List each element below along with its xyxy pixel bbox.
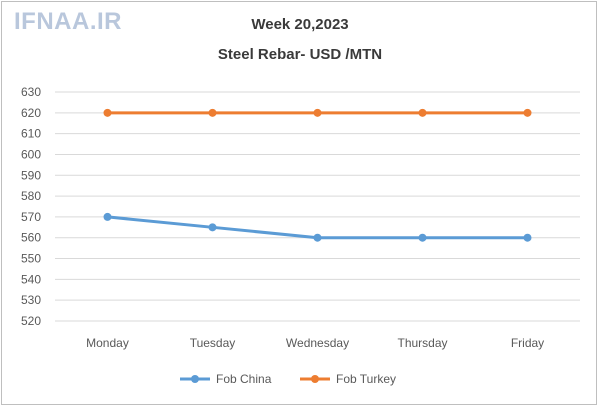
legend: Fob China Fob Turkey [180, 372, 396, 386]
legend-item: Fob Turkey [300, 372, 396, 386]
y-tick-label: 610 [21, 127, 41, 141]
x-tick-label: Monday [86, 336, 129, 350]
y-tick-label: 620 [21, 106, 41, 120]
data-point [523, 108, 532, 117]
y-axis-tick-labels: 520 530 540 550 560 570 580 590 600 610 620 630 [21, 85, 41, 328]
site-logo: IFNAA.IR [14, 8, 122, 35]
legend-item: Fob China [180, 372, 272, 386]
y-tick-label: 570 [21, 210, 41, 224]
chart-subtitle: Steel Rebar- USD /MTN [217, 46, 383, 63]
x-tick-label: Wednesday [286, 336, 349, 350]
y-tick-label: 550 [21, 252, 41, 266]
legend-swatch-marker [311, 375, 319, 383]
x-tick-label: Tuesday [190, 336, 236, 350]
y-tick-label: 580 [21, 189, 41, 203]
x-tick-label: Thursday [397, 336, 447, 350]
y-tick-label: 520 [21, 314, 41, 328]
y-tick-label: 630 [21, 85, 41, 99]
data-point [313, 108, 322, 117]
legend-label: Fob China [216, 372, 272, 386]
y-tick-label: 560 [21, 231, 41, 245]
series-1 [103, 108, 532, 117]
data-point [208, 108, 217, 117]
y-tick-label: 590 [21, 168, 41, 182]
legend-label: Fob Turkey [336, 372, 396, 386]
series-0 [103, 212, 532, 242]
legend-swatch-marker [191, 375, 199, 383]
x-tick-label: Friday [511, 336, 544, 350]
series-layer [103, 108, 532, 242]
data-point [523, 233, 532, 242]
data-point [208, 223, 217, 232]
data-point [103, 108, 112, 117]
data-point [313, 233, 322, 242]
data-point [418, 233, 427, 242]
y-tick-label: 600 [21, 147, 41, 161]
gridlines [55, 91, 580, 322]
chart-title: Week 20,2023 [251, 16, 349, 33]
x-axis-tick-labels: Monday Tuesday Wednesday Thursday Friday [86, 336, 544, 350]
y-tick-label: 530 [21, 293, 41, 307]
data-point [103, 212, 112, 221]
y-tick-label: 540 [21, 272, 41, 286]
data-point [418, 108, 427, 117]
